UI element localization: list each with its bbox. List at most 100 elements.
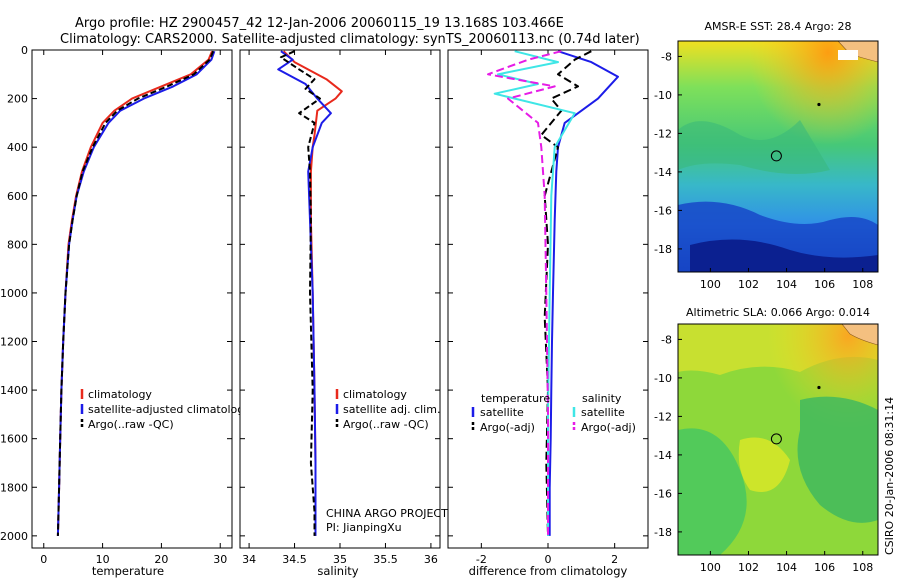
salinity-axis-ticks: 34 34.5 35 35.5 36: [242, 50, 438, 566]
sst-map-axes: [677, 40, 879, 273]
map-x-tick-label: 102: [738, 561, 759, 574]
legend-label: satellite: [480, 406, 524, 419]
sla-map-field: [678, 323, 879, 555]
series-line-black: [56, 50, 215, 536]
y-tick-label: 400: [7, 141, 28, 154]
y-tick-label: 1800: [0, 481, 28, 494]
sst-map-ticks: 100 102 104 106 108 -8 -10 -12 -14 -16 -18: [654, 50, 873, 291]
sla-map-axes: [677, 323, 879, 556]
map-y-tick-label: -16: [654, 204, 672, 217]
x-tick-label: 34: [242, 553, 256, 566]
series-line-black: [279, 50, 321, 536]
argo-location-marker: [770, 433, 782, 445]
map-y-tick-label: -8: [661, 50, 672, 63]
map-x-tick-label: 100: [700, 561, 721, 574]
series-line-cyan: [493, 50, 576, 536]
map-y-tick-label: -18: [654, 526, 672, 539]
map-x-tick-label: 104: [776, 561, 797, 574]
sst-map-title: AMSR-E SST: 28.4 Argo: 28: [704, 20, 851, 33]
series-line-black: [540, 50, 592, 536]
temperature-series: [56, 50, 216, 536]
legend-group-title: temperature: [481, 392, 550, 405]
x-tick-label: 0: [40, 553, 47, 566]
map-x-tick-label: 100: [700, 278, 721, 291]
legend-label: climatology: [88, 388, 152, 401]
x-tick-label: 0: [545, 553, 552, 566]
sla-map-title: Altimetric SLA: 0.066 Argo: 0.014: [686, 306, 870, 319]
map-dot-marker: [817, 385, 821, 390]
series-line-blue: [277, 50, 332, 536]
series-line-magenta: [487, 50, 562, 536]
salinity-legend: climatology satellite adj. clim. Argo(..ra…: [335, 388, 440, 431]
temperature-legend: climatology satellite-adjusted climatolog…: [80, 388, 251, 431]
map-y-tick-label: -8: [661, 333, 672, 346]
y-tick-label: 600: [7, 190, 28, 203]
credit-project: CHINA ARGO PROJECT: [326, 507, 448, 520]
x-tick-label: 34.5: [282, 553, 307, 566]
map-y-tick-label: -10: [654, 89, 672, 102]
difference-series: [487, 50, 619, 536]
y-tick-label: 2000: [0, 530, 28, 543]
x-tick-label: 10: [96, 553, 110, 566]
sst-map-field: [678, 40, 879, 272]
x-tick-label: 36: [424, 553, 438, 566]
sla-map-marks: [770, 385, 821, 445]
x-tick-label: 2: [611, 553, 618, 566]
x-tick-label: 20: [154, 553, 168, 566]
map-x-tick-label: 104: [776, 278, 797, 291]
legend-label: Argo(-adj): [480, 421, 535, 434]
difference-xlabel: difference from climatology: [469, 564, 628, 578]
map-x-tick-label: 108: [852, 561, 873, 574]
y-tick-label: 1600: [0, 433, 28, 446]
map-y-tick-label: -12: [654, 410, 672, 423]
figure-title-line2: Climatology: CARS2000. Satellite-adjuste…: [60, 32, 640, 47]
y-tick-label: 200: [7, 93, 28, 106]
difference-axis-ticks: -2 0 2: [476, 50, 618, 566]
legend-label: satellite-adjusted climatology: [88, 403, 251, 416]
map-dot-marker: [817, 102, 821, 107]
y-tick-label: 0: [21, 44, 28, 57]
map-x-tick-label: 106: [814, 278, 835, 291]
legend-label: satellite adj. clim.: [343, 403, 440, 416]
map-x-tick-label: 108: [852, 278, 873, 291]
y-tick-label: 800: [7, 238, 28, 251]
depth-axis-ticks: 0 200 400 600 800 1000 1200 1400 1600 1800 2000: [0, 44, 232, 543]
difference-panel: -2 0 2 difference from climatology tempera…: [447, 49, 649, 578]
legend-label: satellite: [581, 406, 625, 419]
x-tick-label: -2: [476, 553, 487, 566]
timestamp-stamp: CSIRO 20-Jan-2006 08:31:14: [883, 397, 896, 555]
salinity-xlabel: salinity: [317, 564, 358, 578]
temperature-axes: [31, 49, 233, 549]
x-tick-label: 35.5: [373, 553, 398, 566]
temperature-xlabel: temperature: [92, 564, 164, 578]
argo-location-marker: [770, 150, 782, 162]
series-line-blue: [548, 50, 619, 536]
x-tick-label: 30: [213, 553, 227, 566]
legend-label: Argo(..raw -QC): [343, 418, 429, 431]
salinity-axes: [239, 49, 441, 549]
salinity-series: [277, 50, 343, 536]
y-tick-label: 1000: [0, 287, 28, 300]
map-y-tick-label: -10: [654, 372, 672, 385]
sst-map-panel: AMSR-E SST: 28.4 Argo: 28 100 102 104 106 10…: [654, 20, 879, 291]
legend-group-title: salinity: [582, 392, 622, 405]
map-x-tick-label: 106: [814, 561, 835, 574]
y-tick-label: 1400: [0, 384, 28, 397]
sla-map-panel: Altimetric SLA: 0.066 Argo: 0.014 100 102…: [654, 306, 879, 574]
temperature-axis-ticks: 0 10 20 30: [40, 50, 227, 566]
sst-map-marks: [770, 102, 821, 162]
y-tick-label: 1200: [0, 336, 28, 349]
map-x-tick-label: 102: [738, 278, 759, 291]
x-tick-label: 35: [333, 553, 347, 566]
temperature-panel: 0 200 400 600 800 1000 1200 1400 1600 1800 2000 0 1…: [0, 44, 251, 578]
map-y-tick-label: -14: [654, 449, 672, 462]
difference-legend: temperature salinitysatelliteArgo(-adj)sa…: [471, 392, 636, 434]
credit-pi: PI: JianpingXu: [326, 521, 402, 534]
legend-label: Argo(..raw -QC): [88, 418, 174, 431]
legend-label: climatology: [343, 388, 407, 401]
map-y-tick-label: -14: [654, 166, 672, 179]
map-y-tick-label: -18: [654, 243, 672, 256]
legend-label: Argo(-adj): [581, 421, 636, 434]
map-y-tick-label: -12: [654, 127, 672, 140]
